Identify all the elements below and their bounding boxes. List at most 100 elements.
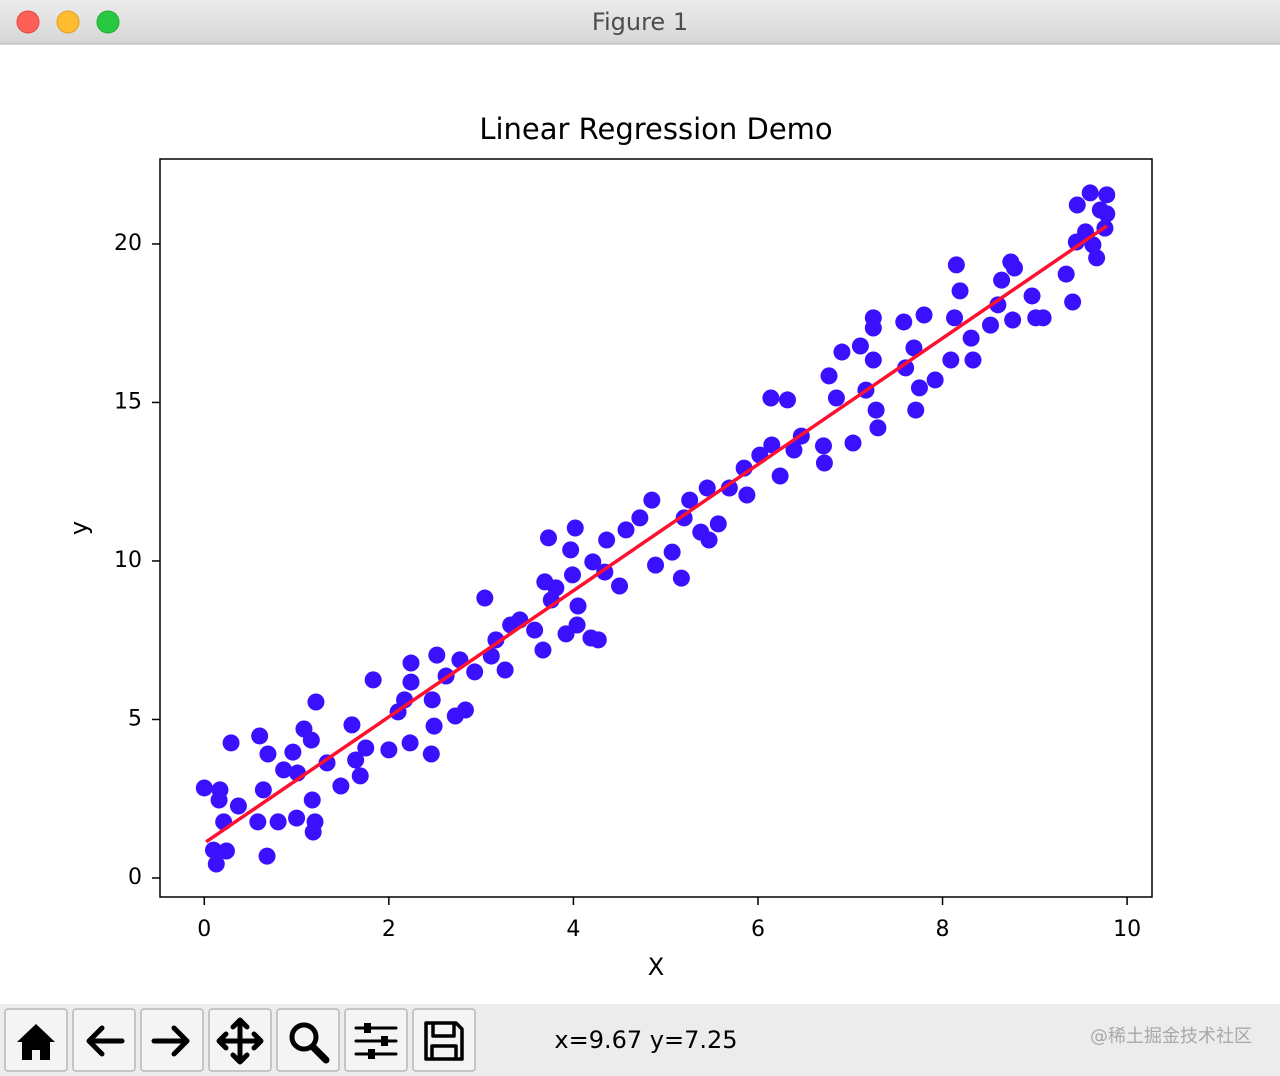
scatter-point xyxy=(229,797,247,815)
scatter-point xyxy=(258,847,276,865)
y-tick-label: 10 xyxy=(114,548,142,573)
scatter-point xyxy=(584,553,602,571)
scatter-point xyxy=(763,436,781,454)
scatter-point xyxy=(827,389,845,407)
scatter-point xyxy=(569,597,587,615)
scatter-point xyxy=(534,641,552,659)
scatter-point xyxy=(814,437,832,455)
scatter-point xyxy=(1004,311,1022,329)
y-tick-label: 15 xyxy=(114,389,142,414)
plot-area xyxy=(159,158,1153,898)
scatter-point xyxy=(222,734,240,752)
scatter-point xyxy=(631,509,649,527)
scatter-point xyxy=(401,734,419,752)
scatter-point xyxy=(1023,287,1041,305)
scatter-point xyxy=(306,813,324,831)
scatter-point xyxy=(982,316,1000,334)
scatter-point xyxy=(288,809,306,827)
toolbar-buttons xyxy=(4,1008,476,1072)
scatter-point xyxy=(1088,249,1106,267)
scatter-point xyxy=(1084,236,1102,254)
window-title: Figure 1 xyxy=(592,8,688,36)
minimize-button[interactable] xyxy=(56,10,80,34)
y-tick-label: 0 xyxy=(128,865,142,890)
scatter-point xyxy=(1081,184,1099,202)
scatter-point xyxy=(332,777,350,795)
cursor-status: x=9.67 y=7.25 xyxy=(554,1026,737,1054)
scatter-point xyxy=(663,543,681,561)
forward-button[interactable] xyxy=(140,1008,204,1072)
scatter-point xyxy=(207,855,225,873)
scatter-point xyxy=(210,791,228,809)
scatter-point xyxy=(1034,309,1052,327)
configure-button[interactable] xyxy=(344,1008,408,1072)
zoom-rect-button[interactable] xyxy=(276,1008,340,1072)
scatter-point xyxy=(563,566,581,584)
scatter-point xyxy=(1064,293,1082,311)
scatter-point xyxy=(962,329,980,347)
scatter-point xyxy=(844,434,862,452)
scatter-point xyxy=(547,579,565,597)
scatter-point xyxy=(425,717,443,735)
scatter-point xyxy=(815,454,833,472)
scatter-point xyxy=(251,727,269,745)
close-button[interactable] xyxy=(16,10,40,34)
scatter-point xyxy=(302,731,320,749)
scatter-point xyxy=(259,745,277,763)
x-axis-label: X xyxy=(648,953,664,981)
scatter-point xyxy=(598,531,616,549)
scatter-point xyxy=(926,371,944,389)
zoom-button[interactable] xyxy=(96,10,120,34)
scatter-point xyxy=(672,569,690,587)
scatter-point xyxy=(864,351,882,369)
scatter-point xyxy=(698,479,716,497)
scatter-point xyxy=(1006,259,1024,277)
scatter-point xyxy=(851,337,869,355)
scatter-point xyxy=(357,739,375,757)
scatter-point xyxy=(428,646,446,664)
scatter-point xyxy=(422,745,440,763)
x-tick-label: 6 xyxy=(751,917,765,942)
scatter-point xyxy=(778,391,796,409)
home-button[interactable] xyxy=(4,1008,68,1072)
scatter-point xyxy=(964,351,982,369)
scatter-point xyxy=(720,479,738,497)
watermark: @稀土掘金技术社区 xyxy=(1090,1026,1252,1047)
chart-marks: 0 2 4 6 8 10 0 5 10 15 20 xyxy=(114,184,1141,942)
back-button[interactable] xyxy=(72,1008,136,1072)
scatter-point xyxy=(526,621,544,639)
scatter-point xyxy=(205,841,223,859)
scatter-point xyxy=(568,616,586,634)
scatter-point xyxy=(303,791,321,809)
scatter-point xyxy=(617,521,635,539)
x-tick-label: 4 xyxy=(566,917,580,942)
x-tick-label: 8 xyxy=(936,917,950,942)
x-tick-label: 10 xyxy=(1113,917,1141,942)
y-axis-label: y xyxy=(65,521,93,535)
scatter-point xyxy=(269,813,287,831)
scatter-point xyxy=(380,741,398,759)
scatter-point xyxy=(249,813,267,831)
scatter-point xyxy=(195,779,213,797)
chart-title: Linear Regression Demo xyxy=(479,112,832,146)
title-bar xyxy=(0,0,1280,44)
scatter-point xyxy=(869,419,887,437)
scatter-point xyxy=(611,577,629,595)
scatter-point xyxy=(275,761,293,779)
scatter-point xyxy=(910,379,928,397)
pan-button[interactable] xyxy=(208,1008,272,1072)
scatter-point xyxy=(951,282,969,300)
scatter-point xyxy=(1098,186,1116,204)
scatter-point xyxy=(647,556,665,574)
scatter-point xyxy=(738,486,756,504)
scatter-point xyxy=(915,306,933,324)
scatter-point xyxy=(539,529,557,547)
scatter-point xyxy=(785,441,803,459)
scatter-point xyxy=(402,654,420,672)
scatter-point xyxy=(771,467,789,485)
scatter-point xyxy=(946,309,964,327)
save-button[interactable] xyxy=(412,1008,476,1072)
scatter-point xyxy=(284,743,302,761)
